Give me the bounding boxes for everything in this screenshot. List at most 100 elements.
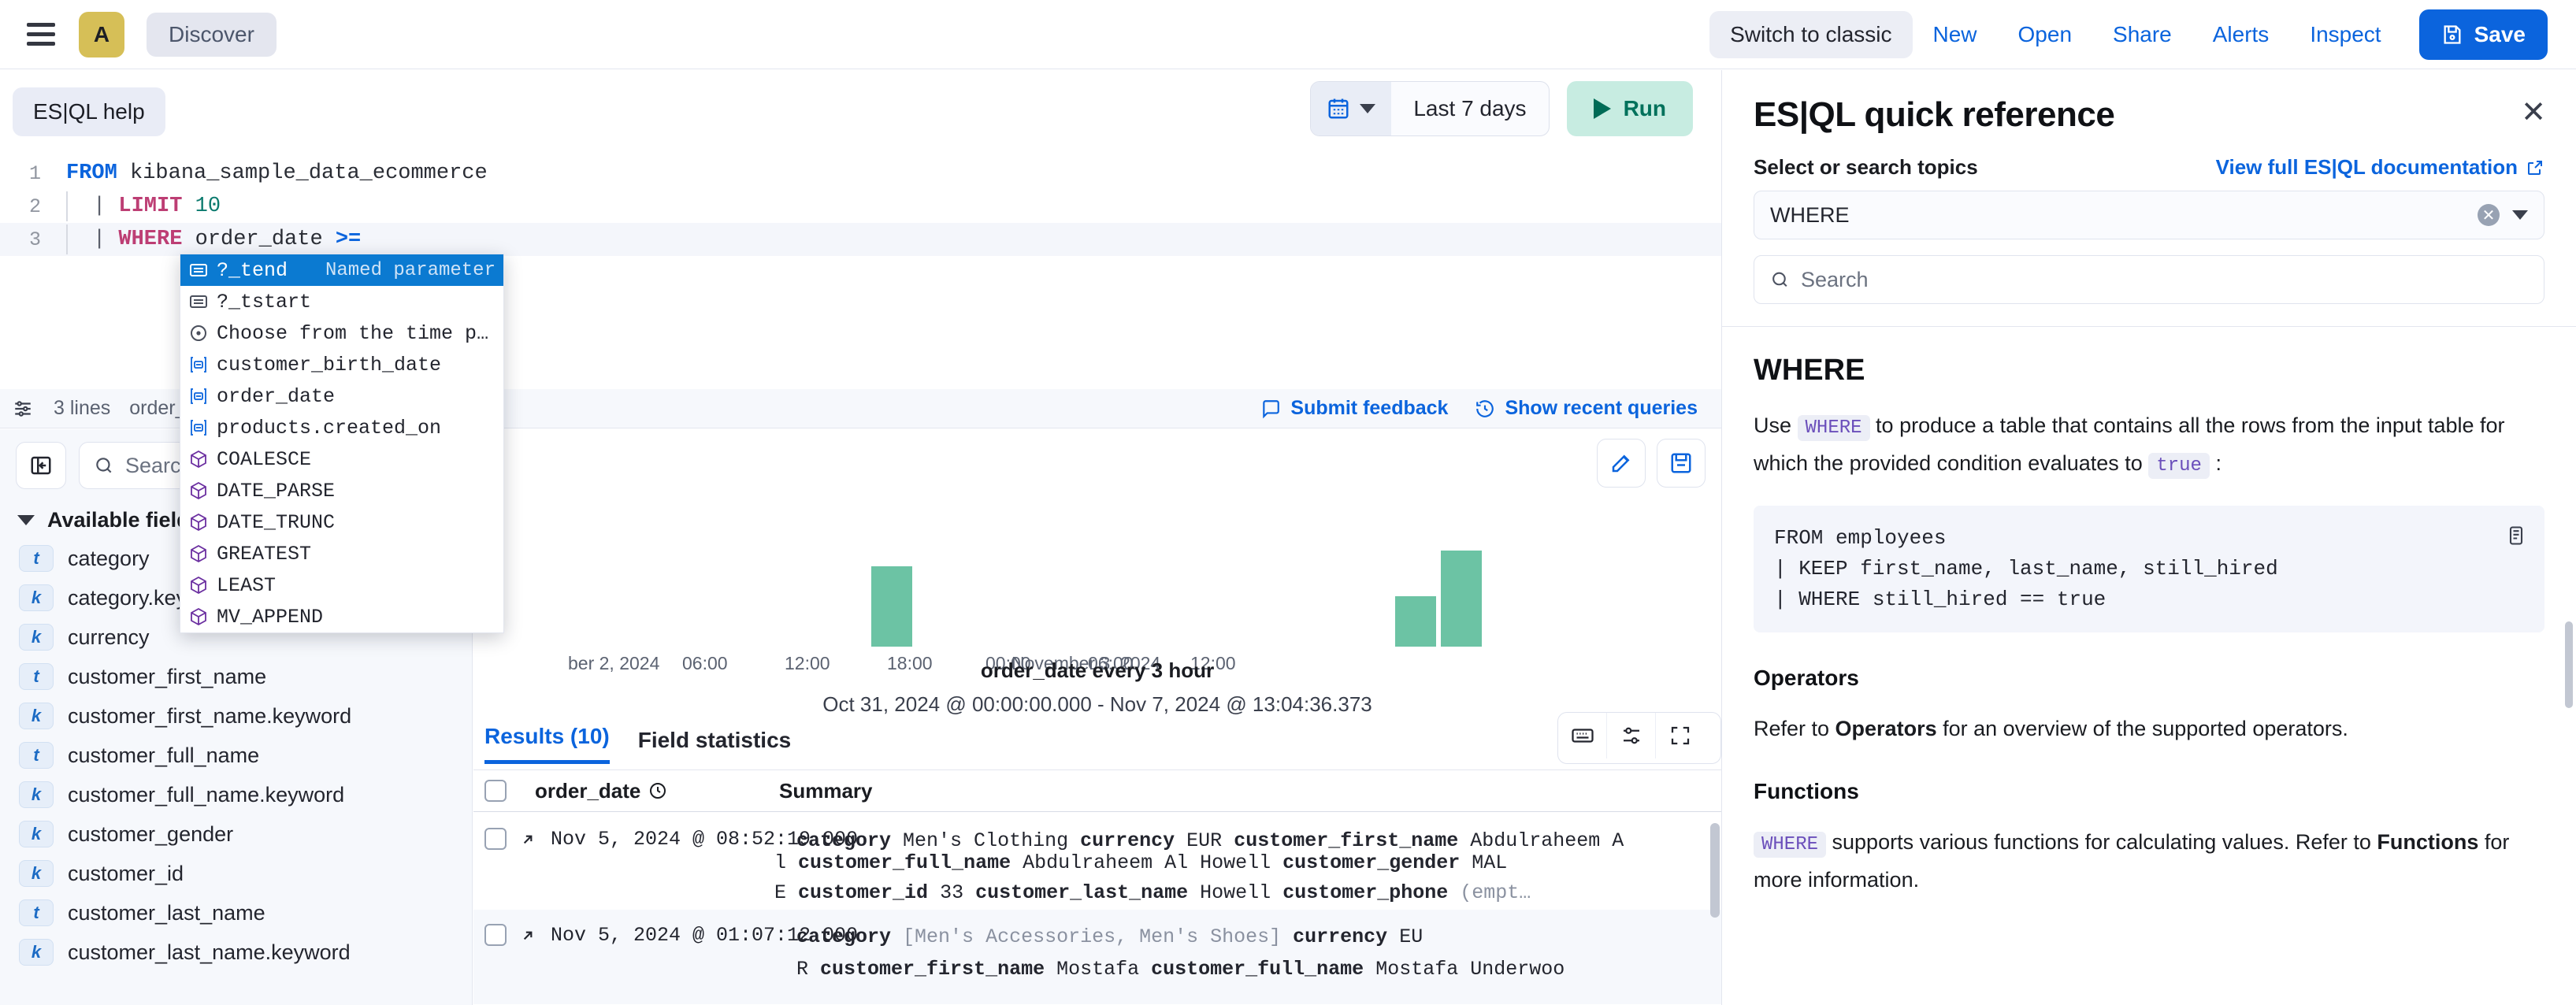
code-line-3[interactable]: 3 | WHERE order_date >= [0,223,1721,256]
inline-code-where: WHERE [1797,415,1870,441]
column-header-summary[interactable]: Summary [779,778,873,803]
chart-bar[interactable] [871,566,912,647]
keyboard-shortcuts-icon[interactable] [1558,713,1607,758]
row-checkbox[interactable] [484,828,507,850]
autocomplete-suggestions-popup[interactable]: ?_tend Named parameter ?_tstart Choose f… [180,254,504,633]
editor-settings-icon[interactable] [11,397,35,421]
field-name: customer_full_name [68,743,260,767]
avatar[interactable]: A [79,11,124,57]
select-all-checkbox[interactable] [484,780,507,802]
where-field: order_date [195,228,323,251]
suggestion-item[interactable]: DATE_TRUNC [180,506,503,538]
time-range-picker[interactable]: Last 7 days [1310,81,1550,136]
field-list-item[interactable]: k currency [0,617,472,657]
topic-select[interactable]: WHERE ✕ [1754,191,2544,239]
app-name-chip[interactable]: Discover [147,12,277,57]
nav-new-link[interactable]: New [1932,21,1977,46]
pipe-character: | [93,228,119,251]
table-row[interactable]: Nov 5, 2024 @ 08:52:19.000 category Men'… [473,814,1721,883]
field-list-item[interactable]: k customer_gender [0,814,472,854]
copy-icon[interactable] [2505,523,2527,548]
expand-row-icon[interactable] [518,925,538,946]
keyword-from: FROM [66,161,117,185]
suggestion-item[interactable]: COALESCE [180,443,503,475]
nav-open-link[interactable]: Open [2017,21,2073,46]
flyout-header: ES|QL quick reference ✕ [1722,70,2576,135]
row-checkbox[interactable] [484,924,507,946]
submit-feedback-link[interactable]: Submit feedback [1260,397,1448,420]
code-line-1[interactable]: 1 FROM kibana_sample_data_ecommerce [0,157,1721,190]
suggestion-item[interactable]: DATE_PARSE [180,475,503,506]
expand-row-icon[interactable] [518,829,538,850]
ops-post: for an overview of the supported operato… [1936,717,2348,740]
results-vertical-scrollbar[interactable] [1710,823,1720,918]
edit-pencil-icon[interactable] [1597,439,1646,488]
field-list-item[interactable]: t customer_full_name [0,736,472,775]
display-options-icon[interactable] [1607,713,1656,758]
calendar-dropdown-trigger[interactable] [1311,82,1392,135]
flyout-title: ES|QL quick reference [1754,95,2115,134]
field-list-item[interactable]: k category.keyword [0,578,472,617]
nav-share-link[interactable]: Share [2113,21,2172,46]
field-icon [188,386,209,406]
clear-circle-icon[interactable]: ✕ [2478,204,2500,226]
field-list-item[interactable]: t customer_last_name [0,893,472,933]
esql-help-button[interactable]: ES|QL help [13,87,165,136]
close-icon[interactable]: ✕ [2521,96,2546,129]
chevron-down-icon[interactable] [2512,210,2528,220]
suggestion-item[interactable]: order_date [180,380,503,412]
fullscreen-icon[interactable] [1656,713,1705,758]
save-visualization-icon[interactable] [1657,439,1706,488]
field-name: currency [68,625,150,649]
save-button[interactable]: Save [2418,9,2548,60]
chart-bar[interactable] [1395,596,1436,647]
field-list-item[interactable]: k customer_last_name.keyword [0,933,472,972]
hamburger-menu-icon[interactable] [27,19,58,50]
column-header-order-date[interactable]: order_date [535,779,779,803]
suggestion-item[interactable]: MV_APPEND [180,601,503,632]
field-list-item[interactable]: t category [0,539,472,578]
suggestion-item[interactable]: Choose from the time picker [180,317,503,349]
desc-pre: Use [1754,413,1798,437]
suggestion-item[interactable]: LEAST [180,569,503,601]
summary-value: 33 [940,881,964,904]
field-list-item[interactable]: k customer_full_name.keyword [0,775,472,814]
topic-search-box[interactable] [1754,255,2544,304]
field-type-badge: t [19,742,54,769]
field-list-item[interactable]: k customer_id [0,854,472,893]
field-icon [188,417,209,438]
query-code-area[interactable]: 1 FROM kibana_sample_data_ecommerce 2 | … [0,157,1721,256]
desc-post: : [2209,451,2222,475]
nav-alerts-link[interactable]: Alerts [2212,21,2270,46]
functions-heading: Functions [1754,779,1859,803]
tab-field-statistics[interactable]: Field statistics [637,728,792,752]
switch-to-classic-button[interactable]: Switch to classic [1709,10,1913,58]
clock-icon [650,783,666,799]
collapse-panel-icon[interactable] [16,442,66,489]
nav-inspect-link[interactable]: Inspect [2310,21,2381,46]
run-query-button[interactable]: Run [1566,81,1693,136]
top-navigation-bar: A Discover Switch to classic New Open Sh… [0,0,2576,69]
field-list-item[interactable]: t customer_first_name [0,657,472,696]
tab-results[interactable]: Results (10) [484,724,610,764]
suggestion-item[interactable]: ?_tstart [180,286,503,317]
table-row[interactable]: Nov 5, 2024 @ 01:07:12.000 category [Men… [473,910,1721,1004]
code-line-2[interactable]: 2 | LIMIT 10 [0,190,1721,223]
cell-summary: category Men's Clothing currency EUR cus… [796,825,1624,883]
calendar-icon [1328,98,1349,119]
summary-key: currency [1293,925,1388,948]
suggestion-item[interactable]: customer_birth_date [180,349,503,380]
summary-key: category [796,829,892,852]
suggestion-item[interactable]: GREATEST [180,538,503,569]
summary-key: customer_last_name [975,881,1189,904]
chart-bar[interactable] [1441,551,1482,647]
time-range-value[interactable]: Last 7 days [1413,96,1527,121]
field-list-item[interactable]: k customer_first_name.keyword [0,696,472,736]
suggestion-item[interactable]: ?_tend Named parameter [180,254,503,286]
suggestion-label: order_date [217,384,336,408]
view-full-documentation-link[interactable]: View full ES|QL documentation [2216,155,2544,180]
flyout-vertical-scrollbar[interactable] [2565,621,2573,708]
search-input[interactable] [1800,267,2528,292]
show-recent-queries-link[interactable]: Show recent queries [1475,397,1698,420]
suggestion-item[interactable]: products.created_on [180,412,503,443]
